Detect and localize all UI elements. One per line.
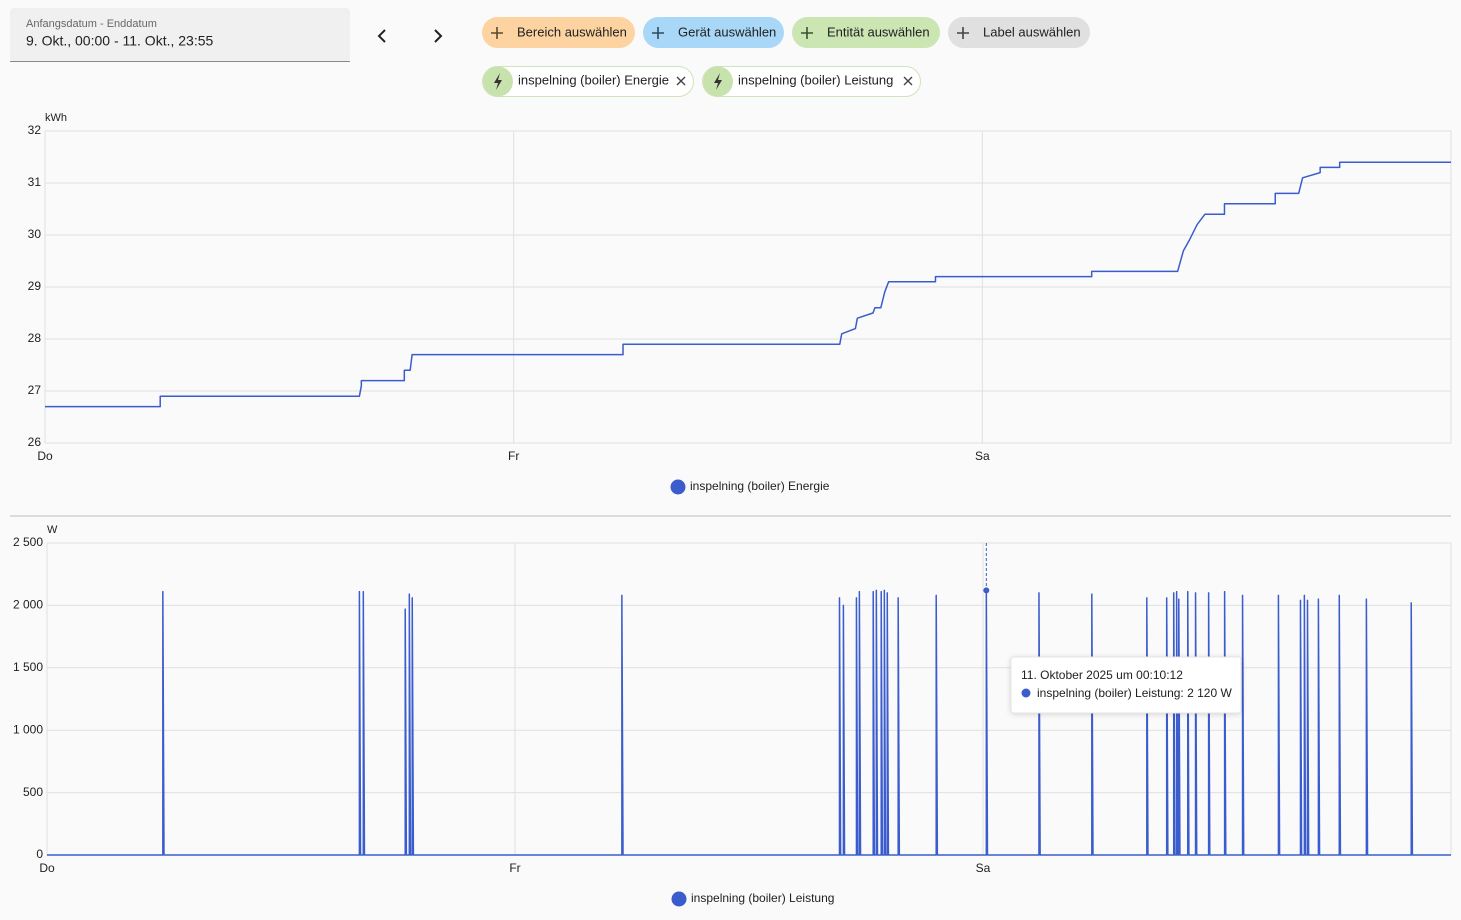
tooltip-text: inspelning (boiler) Leistung: 2 120 W: [1037, 686, 1232, 700]
chip-area[interactable]: Bereich auswählen: [482, 17, 635, 48]
plus-icon: [652, 27, 664, 39]
x-tick-label: Sa: [976, 861, 991, 875]
bolt-icon: [714, 73, 722, 90]
unit-label: kWh: [45, 112, 67, 124]
chip-entity[interactable]: Entität auswählen: [792, 17, 940, 48]
y-tick-label: 30: [28, 227, 42, 241]
chip-label: Gerät auswählen: [678, 24, 776, 39]
unit-label: W: [47, 524, 58, 536]
chip-label: Label auswählen: [983, 24, 1081, 39]
tooltip-title: 11. Oktober 2025 um 00:10:12: [1021, 668, 1183, 682]
entity-chip-bg[interactable]: [702, 66, 921, 97]
entity-chip-label: inspelning (boiler) Energie: [518, 72, 669, 87]
y-tick-label: 26: [28, 435, 42, 449]
x-tick-label: Do: [37, 449, 53, 463]
series-line: [47, 589, 1451, 856]
y-tick-label: 32: [28, 123, 42, 137]
remove-icon[interactable]: [676, 76, 686, 86]
entity-chip[interactable]: inspelning (boiler) Energie: [482, 66, 694, 97]
series-line: [45, 161, 1451, 408]
tooltip-marker: [1021, 688, 1031, 698]
bolt-icon: [494, 73, 502, 90]
y-tick-label: 2 500: [13, 535, 43, 549]
y-tick-label: 500: [23, 785, 43, 799]
chip-bg[interactable]: [792, 17, 940, 48]
y-tick-label: 1 000: [13, 722, 43, 736]
chart: W 0 500 1 000 1 500 2 000 2 500 Do Fr Sa inspelnin…: [13, 524, 1452, 907]
x-tick-label: Fr: [509, 861, 520, 875]
x-tick-label: Fr: [508, 449, 519, 463]
next-button[interactable]: [434, 29, 443, 43]
chip-device[interactable]: Gerät auswählen: [643, 17, 784, 48]
chip-bg[interactable]: [948, 17, 1090, 48]
x-tick-label: Do: [39, 861, 55, 875]
x-tick-label: Sa: [975, 449, 990, 463]
chip-label: Bereich auswählen: [517, 24, 627, 39]
date-label: Anfangsdatum - Enddatum: [26, 18, 157, 30]
tooltip-box: [1010, 656, 1242, 714]
y-tick-label: 0: [36, 847, 43, 861]
y-tick-label: 2 000: [13, 598, 43, 612]
entity-chip-bg[interactable]: [482, 66, 694, 97]
plus-icon: [801, 27, 813, 39]
y-tick-label: 29: [28, 279, 42, 293]
chip-bg[interactable]: [482, 17, 635, 48]
chip-label: Entität auswählen: [827, 24, 930, 39]
chart: kWh 26 27 28 29 30 31 32 Do Fr Sa inspelning (boile…: [28, 112, 1452, 495]
legend-label: inspelning (boiler) Energie: [690, 479, 830, 493]
date-value: 9. Okt., 00:00 - 11. Okt., 23:55: [26, 33, 213, 49]
y-tick-label: 1 500: [13, 660, 43, 674]
remove-icon[interactable]: [903, 76, 913, 86]
plus-icon: [491, 27, 503, 39]
y-tick-label: 27: [28, 383, 42, 397]
hover-point: [983, 587, 990, 594]
chip-bg[interactable]: [643, 17, 784, 48]
y-tick-label: 28: [28, 331, 42, 345]
legend-marker: [671, 891, 687, 907]
chip-label-select[interactable]: Label auswählen: [948, 17, 1090, 48]
legend-marker: [670, 479, 686, 495]
entity-chip[interactable]: inspelning (boiler) Leistung: [702, 66, 921, 97]
legend-label: inspelning (boiler) Leistung: [691, 891, 834, 905]
plus-icon: [957, 27, 969, 39]
y-tick-label: 31: [28, 175, 42, 189]
date-picker[interactable]: Anfangsdatum - Enddatum 9. Okt., 00:00 -…: [10, 8, 350, 62]
date-field[interactable]: [10, 8, 350, 62]
prev-button[interactable]: [377, 29, 386, 43]
entity-chip-label: inspelning (boiler) Leistung: [738, 72, 893, 87]
